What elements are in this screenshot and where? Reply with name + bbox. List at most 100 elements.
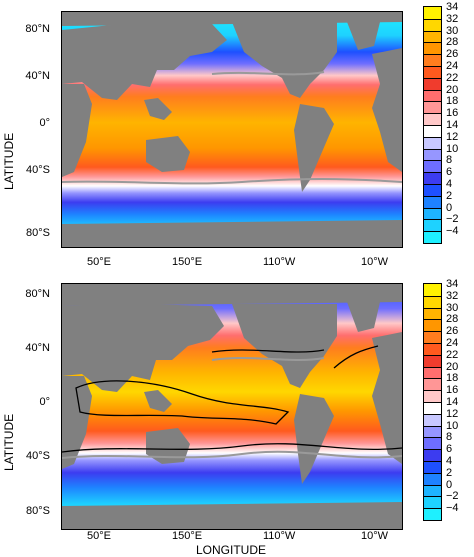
colorbar-swatch <box>424 172 441 184</box>
lat-tick-label: 0° <box>39 396 50 408</box>
colorbar-swatch <box>424 148 441 161</box>
colorbar-swatch <box>424 496 441 509</box>
lon-tick-label: 150°E <box>172 530 203 542</box>
colorbar-label: 0 <box>446 201 453 214</box>
colorbar-swatch <box>424 378 441 391</box>
colorbar-label: −2 <box>446 213 459 226</box>
contour-black-warmpool <box>75 380 290 425</box>
colorbar-swatch <box>424 195 441 208</box>
colorbar-swatch <box>424 207 441 220</box>
colorbar-label: 10 <box>446 419 459 432</box>
colorbar-label: 0 <box>446 478 453 491</box>
lat-tick-label: 0° <box>39 117 50 129</box>
lon-tick-label: 150°E <box>172 256 203 268</box>
colorbar-label: 30 <box>446 301 459 314</box>
colorbar-swatch <box>424 472 441 485</box>
colorbar-swatch <box>424 461 441 473</box>
colorbar-label: 6 <box>446 166 453 179</box>
lon-tick-label: 10°W <box>361 530 389 542</box>
lat-tick-label: 80°N <box>25 23 50 35</box>
lat-tick-label: 80°S <box>26 505 50 517</box>
contour-gray-north <box>211 71 325 76</box>
colorbar-swatch <box>424 184 441 196</box>
colorbar-label: 28 <box>446 36 459 49</box>
colorbar-label: 20 <box>446 360 459 373</box>
colorbar-label: 24 <box>446 337 459 349</box>
colorbar-label: −2 <box>446 490 459 503</box>
colorbar-label: 6 <box>446 443 453 456</box>
colorbar-swatch <box>424 449 441 461</box>
colorbar-swatch <box>424 425 441 438</box>
colorbar-label: 8 <box>446 431 453 444</box>
lon-tick-label: 110°W <box>263 530 296 542</box>
colorbar-swatch <box>424 219 441 232</box>
land-masses <box>62 284 402 529</box>
colorbar-label: 12 <box>446 407 459 420</box>
contour-black-north-atlantic <box>333 345 379 369</box>
colorbar-swatch <box>424 101 441 114</box>
colorbar-label: 2 <box>446 466 453 479</box>
colorbar-swatch <box>424 42 441 55</box>
top-map-svg <box>62 12 402 247</box>
colorbar-label: 30 <box>446 24 459 37</box>
colorbar-label: 16 <box>446 384 459 397</box>
colorbar-swatch <box>424 284 441 296</box>
lon-tick-label: 50°E <box>87 256 111 268</box>
x-axis-title: LONGITUDE <box>196 543 267 557</box>
colorbar-label: 20 <box>446 83 459 96</box>
colorbar-label: 14 <box>446 119 459 131</box>
colorbar-label: 22 <box>446 71 459 84</box>
lon-tick-label: 50°E <box>87 530 111 542</box>
lat-tick-label: 40°S <box>26 164 50 176</box>
colorbar-label: 8 <box>446 154 453 167</box>
lat-tick-label: 40°S <box>26 450 50 462</box>
colorbar-swatch <box>424 484 441 497</box>
colorbar-swatch <box>424 402 441 414</box>
colorbar-swatch <box>424 77 441 90</box>
colorbar-swatch <box>424 331 441 343</box>
lat-tick-label: 80°S <box>26 227 50 239</box>
bottom-sst-map <box>61 283 403 530</box>
colorbar-swatch <box>424 89 441 102</box>
colorbar-swatch <box>424 508 441 520</box>
lon-tick-label: 10°W <box>361 256 389 268</box>
y-axis-title-top: LATITUDE <box>2 132 16 190</box>
colorbar-label: 16 <box>446 107 459 120</box>
colorbar-label: 4 <box>446 178 453 190</box>
colorbar-label: 32 <box>446 289 459 302</box>
lat-tick-label: 80°N <box>25 288 50 300</box>
colorbar-label: 28 <box>446 313 459 326</box>
colorbar-swatch <box>424 295 441 308</box>
colorbar-label: 18 <box>446 95 459 108</box>
colorbar-swatch <box>424 18 441 31</box>
colorbar-swatch <box>424 437 441 450</box>
bottom-map-svg <box>62 284 402 529</box>
contour-gray-south <box>62 178 402 185</box>
colorbar-swatch <box>424 231 441 243</box>
colorbar-swatch <box>424 160 441 173</box>
colorbar-label: 26 <box>446 325 459 338</box>
bottom-colorbar <box>423 283 442 521</box>
colorbar-label: −4 <box>446 225 459 238</box>
colorbar-label: 24 <box>446 60 459 72</box>
contour-black-south <box>62 443 402 453</box>
contour-gray-north <box>211 357 325 361</box>
contour-gray-south <box>62 450 402 459</box>
top-sst-map <box>61 11 403 248</box>
colorbar-label: 32 <box>446 12 459 25</box>
colorbar-label: 12 <box>446 130 459 143</box>
colorbar-swatch <box>424 354 441 367</box>
lat-tick-label: 40°N <box>25 70 50 82</box>
colorbar-label: 2 <box>446 189 453 202</box>
colorbar-swatch <box>424 343 441 355</box>
colorbar-label: 4 <box>446 455 453 467</box>
colorbar-swatch <box>424 136 441 149</box>
colorbar-swatch <box>424 113 441 125</box>
colorbar-swatch <box>424 307 441 320</box>
top-colorbar <box>423 6 442 244</box>
colorbar-label: −4 <box>446 502 459 515</box>
colorbar-swatch <box>424 66 441 78</box>
land-masses <box>62 12 402 247</box>
colorbar-label: 18 <box>446 372 459 385</box>
colorbar-swatch <box>424 54 441 66</box>
